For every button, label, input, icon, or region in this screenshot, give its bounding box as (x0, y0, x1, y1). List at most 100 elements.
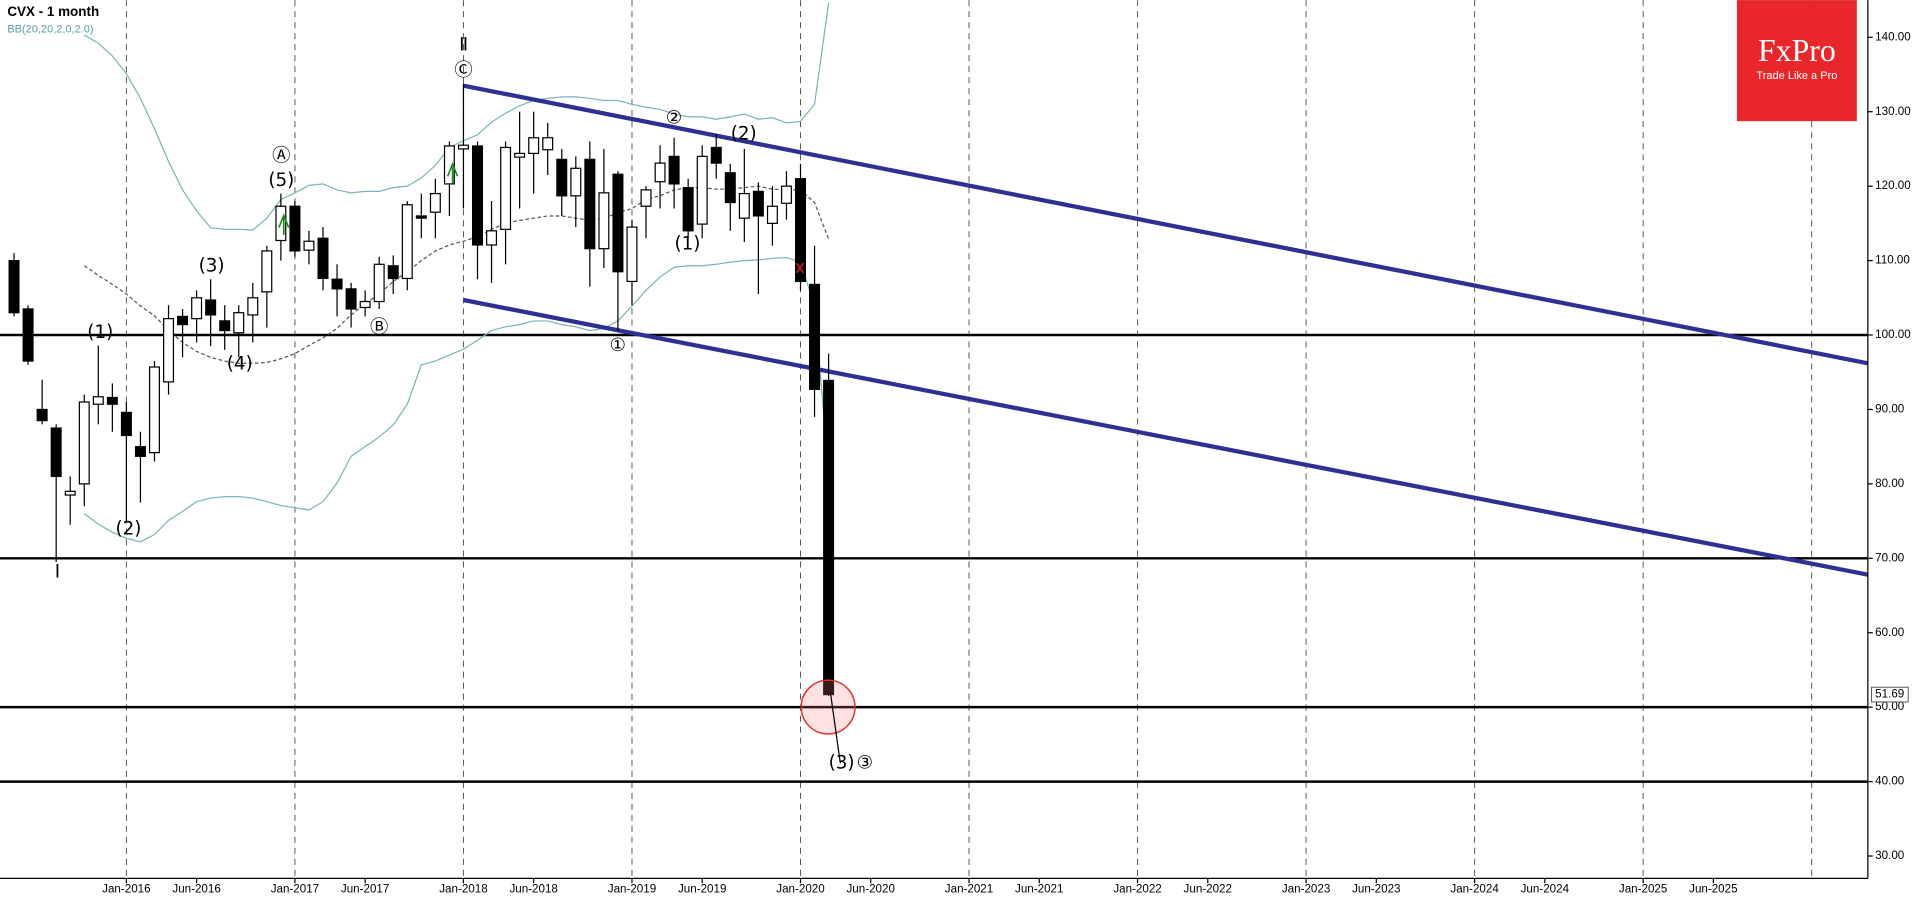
wave-label: ① (610, 335, 626, 356)
x-tick-label: Jan-2016 (102, 882, 150, 895)
candle-body (359, 300, 371, 309)
x-tick-label: Jan-2019 (608, 882, 656, 895)
logo-box (1736, 0, 1857, 122)
wave-label: Ⅰ (55, 562, 60, 583)
candle-body (261, 250, 273, 293)
candle-body (92, 396, 104, 405)
wave-label: Ⓑ (370, 317, 388, 338)
candle-body (528, 137, 540, 155)
candle-body (331, 278, 343, 290)
wave-label: Ⅱ (459, 34, 468, 55)
candle-body (795, 178, 807, 283)
x-tick-label: Jun-2016 (172, 882, 220, 895)
candle-body (401, 204, 413, 280)
x-tick-label: Jun-2025 (1689, 882, 1737, 895)
candle-body (205, 299, 217, 316)
candle-body (177, 315, 189, 326)
price-tag-label: 51.69 (1875, 688, 1904, 701)
candle-body (415, 215, 427, 219)
candle-body (780, 185, 792, 204)
x-tick-label: Jan-2023 (1282, 882, 1330, 895)
candle-body (640, 189, 652, 207)
wave-label: Ⓒ (454, 60, 472, 81)
x-tick-label: Jun-2021 (1015, 882, 1063, 895)
x-tick-label: Jan-2021 (945, 882, 993, 895)
candle-body (134, 446, 146, 457)
candle-body (120, 411, 132, 437)
candle-body (457, 144, 469, 150)
wave-label: (2) (115, 519, 141, 540)
plot-layer (8, 2, 1869, 696)
y-tick-label: 120.00 (1875, 179, 1911, 192)
x-tick-label: Jan-2020 (776, 882, 824, 895)
x-tick-label: Jun-2020 (847, 882, 895, 895)
candle-body (106, 396, 118, 405)
wave-label: ② (666, 108, 682, 129)
candle-body (36, 408, 48, 422)
candle-body (724, 172, 736, 204)
candle-body (570, 167, 582, 197)
candle-body (387, 265, 399, 280)
y-tick-label: 40.00 (1875, 775, 1904, 788)
candle-body (584, 158, 596, 250)
candle-body (443, 145, 455, 185)
x-tick-label: Jan-2017 (271, 882, 319, 895)
candle-body (738, 192, 750, 219)
x-tick-label: Jan-2018 (439, 882, 487, 895)
candle-body (668, 155, 680, 185)
candle-body (64, 490, 76, 496)
candle-body (317, 237, 329, 280)
candle-body (233, 312, 245, 334)
x-tick-label: Jun-2018 (509, 882, 557, 895)
x-tick-label: Jun-2017 (341, 882, 389, 895)
candle-body (471, 145, 483, 246)
wave-label: (5) (268, 170, 294, 191)
candle-body (219, 320, 231, 332)
candle-body (78, 401, 90, 485)
wave-label: Ⓐ (272, 146, 290, 167)
candle-body (766, 205, 778, 224)
y-tick-label: 70.00 (1875, 551, 1904, 564)
wave-label: (4) (227, 354, 253, 375)
candle-body (373, 263, 385, 303)
candle-body (752, 190, 764, 217)
wave-label: (1) (87, 322, 113, 343)
y-tick-label: 30.00 (1875, 849, 1904, 862)
candle-body (514, 152, 526, 158)
signal-mark (795, 262, 805, 274)
candle-body (148, 366, 160, 454)
y-tick-label: 130.00 (1875, 105, 1911, 118)
x-tick-label: Jun-2023 (1352, 882, 1400, 895)
candle-body (710, 146, 722, 164)
candle-body (289, 205, 301, 252)
candle-body (682, 187, 694, 232)
candle-body (500, 146, 512, 230)
x-tick-label: Jan-2024 (1450, 882, 1499, 895)
candle-body (429, 192, 441, 213)
y-tick-label: 60.00 (1875, 626, 1904, 639)
candle-body (486, 230, 498, 246)
candle-body (303, 240, 315, 251)
bollinger-lower (83, 256, 830, 543)
wave-label: (3) (199, 256, 225, 277)
wave-label: (3) (829, 752, 855, 773)
candle-body (598, 192, 610, 250)
signal-arrow (278, 213, 290, 235)
price-tag (1871, 686, 1909, 703)
candle-body (345, 288, 357, 310)
highlight-circle (800, 679, 856, 735)
x-tick-label: Jan-2025 (1619, 882, 1667, 895)
candle-body (654, 162, 666, 183)
trend-line (463, 83, 1869, 366)
grid-layer (0, 0, 1868, 879)
candle-body (163, 318, 175, 383)
candle-body (542, 137, 554, 151)
bollinger-upper (83, 2, 830, 231)
x-tick-label: Jun-2022 (1184, 882, 1232, 895)
y-tick-label: 80.00 (1875, 477, 1904, 490)
candle-body (50, 427, 62, 478)
